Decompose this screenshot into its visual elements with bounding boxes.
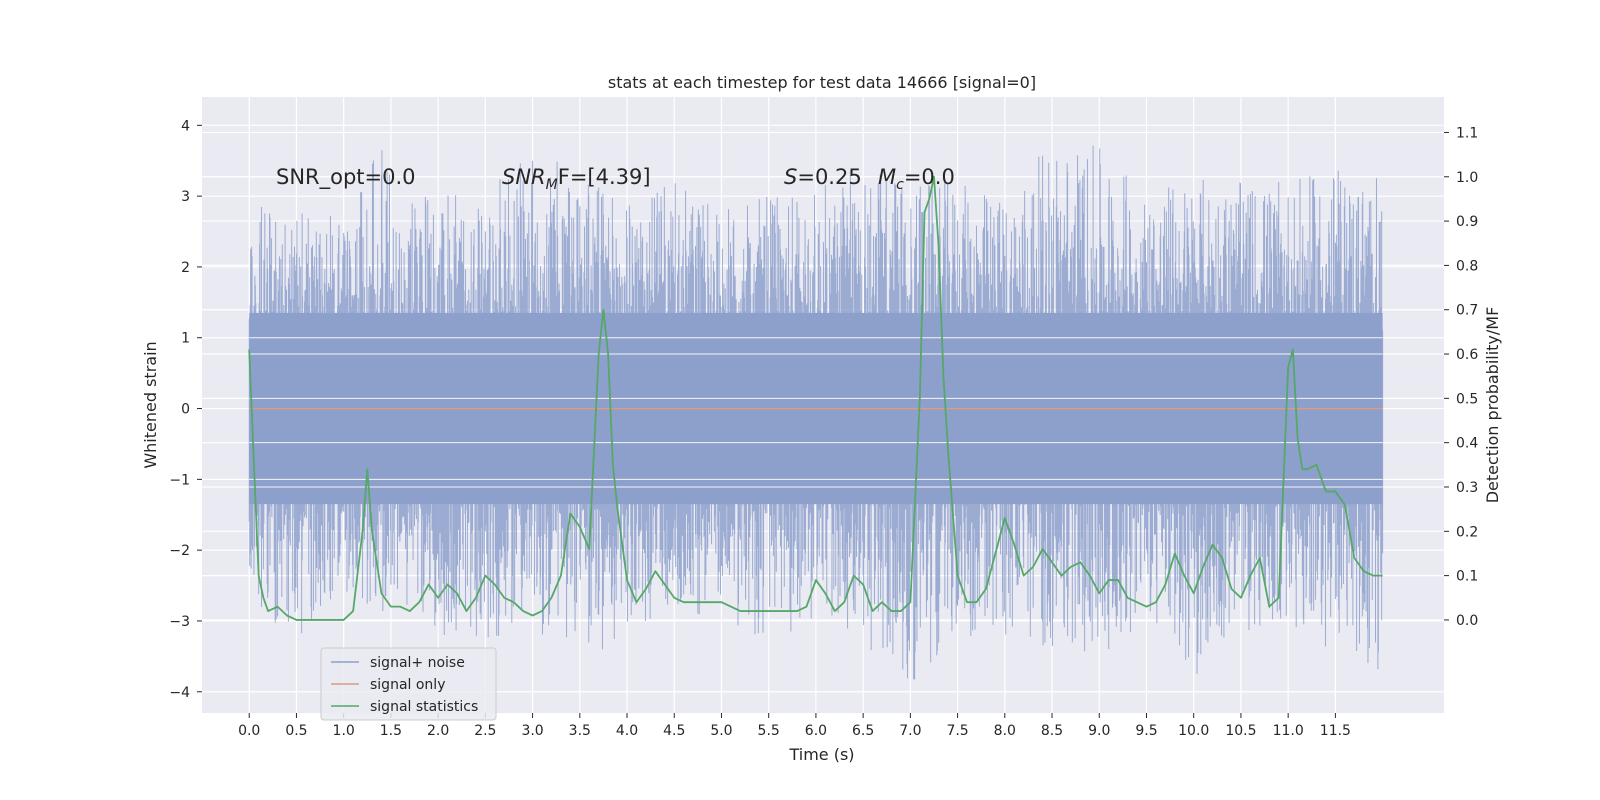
y2-tick-label: 0.6 [1456, 347, 1478, 363]
annotation-mc: Mc=0.0 [878, 165, 955, 193]
x-tick-label: 8.0 [994, 723, 1016, 739]
x-tick-label: 11.0 [1273, 723, 1304, 739]
legend-label-signal-only: signal only [370, 677, 445, 693]
annotation-snr-mf: SNRMF=[4.39] [502, 165, 651, 193]
y-tick-label: 1 [181, 331, 190, 347]
annotation-s-rest: =0.25 [797, 165, 861, 189]
y2-tick-label: 0.1 [1456, 569, 1478, 585]
chart-title: stats at each timestep for test data 146… [608, 73, 1036, 92]
legend: signal+ noise signal only signal statist… [320, 647, 497, 721]
annotation-snr-mf-rest: F=[4.39] [558, 165, 651, 189]
y-tick-label: −4 [169, 685, 190, 701]
series-signal-statistics [248, 175, 1383, 621]
x-tick-label: 1.5 [380, 723, 402, 739]
y2-tick-label: 1.1 [1456, 125, 1478, 141]
annotation-s: S=0.25 [784, 165, 862, 189]
x-tick-label: 2.5 [474, 723, 496, 739]
y2-axis-ticks: 0.0 0.1 0.2 0.3 0.4 0.5 0.6 0.7 0.8 0.9 1.0 1.1 [1444, 125, 1478, 629]
x-tick-label: 4.5 [663, 723, 685, 739]
y2-tick-label: 0.3 [1456, 480, 1478, 496]
annotation-snr-mf-sub: M [546, 177, 558, 193]
signal-statistics-line [248, 175, 1383, 621]
y-tick-label: 4 [181, 118, 190, 134]
annotation-snr-mf-main: SNR [502, 165, 546, 189]
x-tick-label: 7.5 [946, 723, 968, 739]
y2-tick-label: 0.0 [1456, 613, 1478, 629]
x-tick-label: 4.0 [616, 723, 638, 739]
annotation-mc-sub: c [896, 177, 904, 193]
y2-tick-label: 0.8 [1456, 258, 1478, 274]
annotation-snr-opt: SNR_opt=0.0 [276, 165, 416, 190]
y-axis-label: Whitened strain [141, 341, 160, 468]
annotation-s-main: S [784, 165, 797, 189]
legend-label-signal-plus-noise: signal+ noise [370, 655, 465, 671]
x-tick-label: 3.0 [521, 723, 543, 739]
y2-axis-label: Detection probability/MF [1483, 307, 1502, 504]
x-axis-label: Time (s) [788, 745, 854, 764]
x-tick-label: 5.5 [758, 723, 780, 739]
y2-tick-label: 0.7 [1456, 303, 1478, 319]
legend-label-signal-statistics: signal statistics [370, 699, 478, 715]
x-tick-label: 1.0 [333, 723, 355, 739]
x-tick-label: 2.0 [427, 723, 449, 739]
annotation-mc-main: M [878, 165, 896, 189]
y-tick-label: −2 [169, 543, 190, 559]
y-tick-label: 3 [181, 189, 190, 205]
y2-tick-label: 0.5 [1456, 391, 1478, 407]
x-tick-label: 0.5 [285, 723, 307, 739]
x-tick-label: 5.0 [710, 723, 732, 739]
x-tick-label: 9.0 [1088, 723, 1110, 739]
annotation-mc-rest: =0.0 [904, 165, 955, 189]
x-tick-label: 6.5 [852, 723, 874, 739]
x-axis-ticks: 0.0 0.5 1.0 1.5 2.0 2.5 3.0 3.5 4.0 4.5 5.0 5.5 6.0 6… [238, 713, 1351, 739]
y2-tick-label: 0.4 [1456, 436, 1478, 452]
legend-box [320, 647, 497, 721]
x-tick-label: 8.5 [1041, 723, 1063, 739]
y-tick-label: 2 [181, 260, 190, 276]
x-tick-label: 0.0 [238, 723, 260, 739]
y2-tick-label: 0.2 [1456, 524, 1478, 540]
y-tick-label: 0 [181, 402, 190, 418]
x-tick-label: 10.5 [1225, 723, 1256, 739]
y-axis-ticks: −4 −3 −2 −1 0 1 2 3 4 [169, 118, 202, 701]
x-tick-label: 11.5 [1320, 723, 1351, 739]
annotations: SNR_opt=0.0 SNRMF=[4.39] S=0.25 Mc=0.0 [276, 165, 955, 193]
y-tick-label: −1 [169, 472, 190, 488]
x-tick-label: 7.0 [899, 723, 921, 739]
x-tick-label: 3.5 [569, 723, 591, 739]
x-tick-label: 10.0 [1178, 723, 1209, 739]
x-tick-label: 9.5 [1135, 723, 1157, 739]
y2-tick-label: 0.9 [1456, 214, 1478, 230]
y-tick-label: −3 [169, 614, 190, 630]
y2-tick-label: 1.0 [1456, 170, 1478, 186]
x-tick-label: 6.0 [805, 723, 827, 739]
